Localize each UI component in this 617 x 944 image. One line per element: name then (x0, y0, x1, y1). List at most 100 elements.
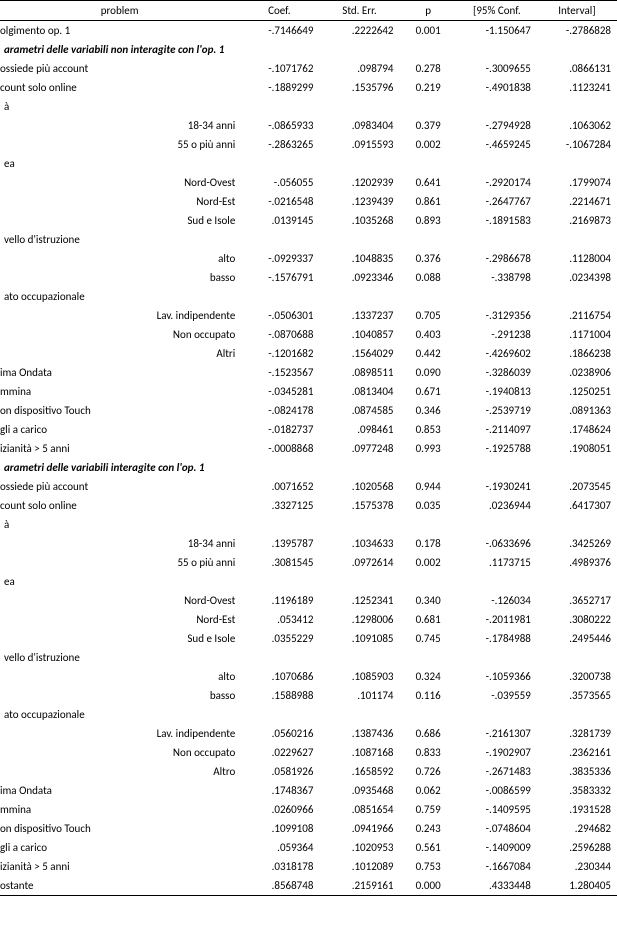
p-value: 0.641 (400, 173, 457, 192)
p-value: 0.090 (400, 363, 457, 382)
coef-value: -.056055 (239, 173, 319, 192)
stderr-value: .1012089 (319, 857, 399, 876)
conf-hi-value: .0238906 (537, 363, 617, 382)
coef-value: .0229627 (239, 743, 319, 762)
table-row: alto-.0929337.10488350.376-.2986678.1128… (0, 249, 617, 268)
coef-value: .3327125 (239, 496, 319, 515)
table-row: ima Ondata.1748367.09354680.062-.0086599… (0, 781, 617, 800)
conf-hi-value: .1908051 (537, 439, 617, 458)
stderr-value: .0972614 (319, 553, 399, 572)
conf-lo-value: .1173715 (457, 553, 537, 572)
row-label: mmina (0, 800, 239, 819)
coef-value: .053412 (239, 610, 319, 629)
stderr-value: .1252341 (319, 591, 399, 610)
col-stderr: Std. Err. (319, 1, 399, 21)
stderr-value: .1035268 (319, 211, 399, 230)
row-label: 55 o più anni (0, 553, 239, 572)
col-problem: problem (0, 1, 239, 21)
table-row: gli a carico-.0182737.0984610.853-.21140… (0, 420, 617, 439)
table-row: 18-34 anni.1395787.10346330.178-.0633696… (0, 534, 617, 553)
row-label: Nord-Ovest (0, 173, 239, 192)
p-value: 0.178 (400, 534, 457, 553)
table-row: vello d'istruzione (0, 230, 617, 249)
stderr-value: .1040857 (319, 325, 399, 344)
conf-hi-value: .3080222 (537, 610, 617, 629)
conf-hi-value: .230344 (537, 857, 617, 876)
group-label: ea (0, 154, 617, 173)
p-value: 0.346 (400, 401, 457, 420)
conf-hi-value: .2214671 (537, 192, 617, 211)
table-row: ato occupazionale (0, 287, 617, 306)
row-label: ossiede più account (0, 477, 239, 496)
table-body: olgimento op. 1-.7146649.22226420.001-1.… (0, 21, 617, 896)
coef-value: -.0008868 (239, 439, 319, 458)
coef-value: -.0865933 (239, 116, 319, 135)
row-label: Sud e Isole (0, 211, 239, 230)
conf-lo-value: -.1925788 (457, 439, 537, 458)
table-row: à (0, 515, 617, 534)
group-label: ea (0, 572, 617, 591)
coef-value: -.0929337 (239, 249, 319, 268)
conf-lo-value: .4333448 (457, 876, 537, 896)
stderr-value: .101174 (319, 686, 399, 705)
coef-value: .1395787 (239, 534, 319, 553)
conf-hi-value: .2073545 (537, 477, 617, 496)
p-value: 0.442 (400, 344, 457, 363)
conf-lo-value: -.039559 (457, 686, 537, 705)
group-label: à (0, 515, 617, 534)
table-row: à (0, 97, 617, 116)
col-interval: Interval] (537, 1, 617, 21)
table-row: Lav. indipendente-.0506301.13372370.705-… (0, 306, 617, 325)
coef-value: .1196189 (239, 591, 319, 610)
row-label: 18-34 anni (0, 116, 239, 135)
row-label: count solo online (0, 496, 239, 515)
conf-hi-value: .2362161 (537, 743, 617, 762)
group-label: ato occupazionale (0, 287, 617, 306)
row-label: Lav. indipendente (0, 724, 239, 743)
row-label: Altro (0, 762, 239, 781)
table-row: Non occupato-.0870688.10408570.403-.2912… (0, 325, 617, 344)
coef-value: -.7146649 (239, 21, 319, 41)
p-value: 0.561 (400, 838, 457, 857)
coef-value: -.2863265 (239, 135, 319, 154)
coef-value: .0260966 (239, 800, 319, 819)
table-header-row: problem Coef. Std. Err. p [95% Conf. Int… (0, 1, 617, 21)
coef-value: -.1201682 (239, 344, 319, 363)
table-row: Altri-.1201682.15640290.442-.4269602.186… (0, 344, 617, 363)
p-value: 0.686 (400, 724, 457, 743)
p-value: 0.759 (400, 800, 457, 819)
table-row: ossiede più account.0071652.10205680.944… (0, 477, 617, 496)
conf-lo-value: -.1940813 (457, 382, 537, 401)
row-label: Nord-Est (0, 192, 239, 211)
conf-hi-value: .2495446 (537, 629, 617, 648)
conf-hi-value: .3281739 (537, 724, 617, 743)
conf-hi-value: .1250251 (537, 382, 617, 401)
p-value: 0.403 (400, 325, 457, 344)
section-label: arametri delle variabili non interagite … (0, 40, 617, 59)
table-row: basso.1588988.1011740.116-.039559.357356… (0, 686, 617, 705)
stderr-value: .2159161 (319, 876, 399, 896)
conf-hi-value: .6417307 (537, 496, 617, 515)
conf-hi-value: .2596288 (537, 838, 617, 857)
coef-value: -.0824178 (239, 401, 319, 420)
conf-hi-value: .294682 (537, 819, 617, 838)
conf-hi-value: .3835336 (537, 762, 617, 781)
conf-lo-value: -.0748604 (457, 819, 537, 838)
row-label: Non occupato (0, 325, 239, 344)
p-value: 0.853 (400, 420, 457, 439)
table-row: ea (0, 154, 617, 173)
coef-value: -.1071762 (239, 59, 319, 78)
conf-lo-value: -.2161307 (457, 724, 537, 743)
row-label: alto (0, 667, 239, 686)
conf-lo-value: -.126034 (457, 591, 537, 610)
conf-hi-value: .3573565 (537, 686, 617, 705)
coef-value: -.0182737 (239, 420, 319, 439)
conf-hi-value: .1866238 (537, 344, 617, 363)
row-label: Sud e Isole (0, 629, 239, 648)
coef-value: -.0506301 (239, 306, 319, 325)
row-label: Nord-Ovest (0, 591, 239, 610)
row-label: 18-34 anni (0, 534, 239, 553)
conf-lo-value: -.291238 (457, 325, 537, 344)
table-row: olgimento op. 1-.7146649.22226420.001-1.… (0, 21, 617, 41)
conf-lo-value: -.4659245 (457, 135, 537, 154)
